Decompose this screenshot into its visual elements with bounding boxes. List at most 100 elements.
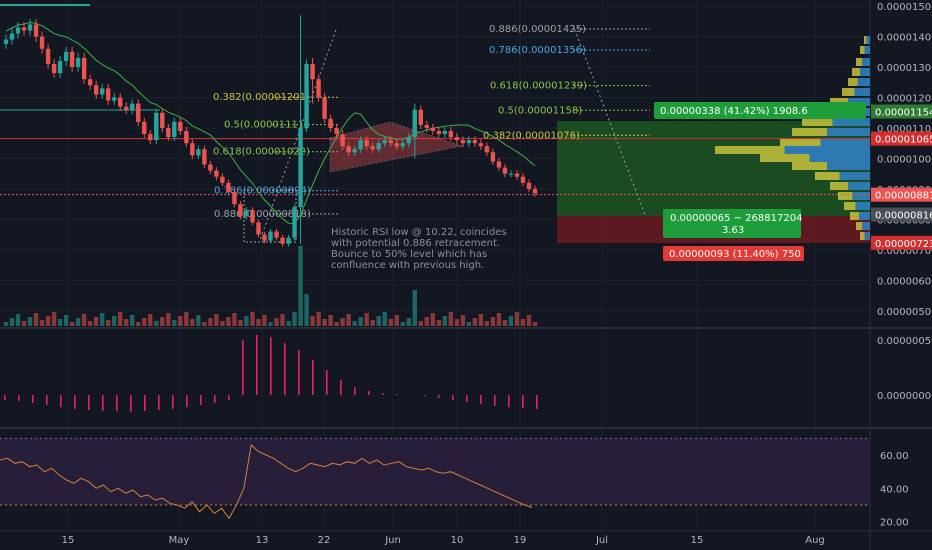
price-tag-1: 0.00001065 — [875, 135, 932, 146]
vp-a-8 — [802, 118, 833, 126]
candle-body-13 — [81, 57, 87, 80]
fib-left-diag — [259, 29, 337, 241]
volume-bar-56 — [340, 318, 345, 326]
volume-bar-68 — [412, 290, 417, 326]
vp-b-8 — [832, 118, 870, 126]
vp-a-4 — [848, 78, 858, 86]
vp-a-1 — [860, 46, 865, 54]
volume-bar-23 — [142, 318, 147, 326]
volume-bar-73 — [442, 316, 448, 326]
candle-body-52 — [316, 79, 321, 98]
candle-body-21 — [130, 103, 135, 110]
vp-a-9 — [792, 128, 828, 136]
candle-body-37 — [226, 182, 231, 192]
candle-body-17 — [105, 88, 111, 101]
price-tag-box-4 — [871, 235, 932, 250]
price-tags: 0.00001154 0.00001065 0.00000881 0.00000816… — [871, 104, 932, 250]
volume-bar-17 — [105, 320, 111, 326]
horizontal-lines — [0, 4, 870, 196]
volume-bar-81 — [490, 317, 496, 326]
vp-a-18 — [850, 212, 859, 220]
volume-bar-36 — [220, 321, 225, 326]
time-tick-5: 10 — [451, 535, 464, 546]
vp-b-9 — [827, 128, 870, 136]
volume-bar-78 — [472, 318, 478, 326]
price-tick-10: 0.00000500 — [877, 307, 932, 318]
hist-bar-7 — [102, 395, 104, 411]
hist-bar-5 — [74, 395, 76, 409]
price-axis[interactable]: 0.00001500 0.00001400 0.00001300 0.00001200… — [877, 2, 932, 529]
volume-bar-18 — [112, 316, 117, 326]
vp-b-14 — [839, 172, 870, 180]
candle-body-73 — [442, 131, 448, 135]
rsi-tick-0: 60.00 — [880, 451, 909, 462]
hist-bar-4 — [60, 395, 62, 407]
volume-bar-4 — [27, 317, 33, 326]
volume-bar-64 — [388, 319, 393, 326]
candle-body-20 — [124, 106, 129, 110]
candle-body-57 — [346, 146, 351, 153]
hist-bar-23 — [326, 370, 328, 395]
candle-body-67 — [406, 137, 411, 144]
volume-bar-85 — [514, 312, 520, 326]
volume-bar-1 — [9, 318, 15, 326]
volume-bar-44 — [268, 322, 273, 326]
candle-body-0 — [3, 39, 9, 44]
candle-body-25 — [154, 112, 159, 141]
hist-tick-0: 0.00000050 — [877, 336, 932, 347]
volume-bar-19 — [118, 312, 123, 326]
candle-body-24 — [148, 134, 153, 141]
volume-bar-87 — [526, 315, 532, 326]
candle-body-12 — [75, 57, 81, 68]
hist-bar-36 — [508, 395, 510, 407]
candle-body-76 — [460, 140, 466, 144]
time-tick-7: Jul — [595, 535, 608, 546]
hist-bar-13 — [186, 395, 188, 407]
hist-bar-27 — [382, 393, 384, 395]
hist-bar-12 — [172, 395, 174, 409]
candle-body-81 — [490, 152, 496, 162]
volume-bar-59 — [358, 317, 363, 326]
volume-bar-51 — [310, 316, 315, 326]
fib-left-label-2: 0.618(0.00001022) — [213, 147, 310, 158]
volume-bar-69 — [418, 321, 423, 326]
candle-body-42 — [256, 222, 261, 235]
ma-line — [5, 21, 536, 225]
profit-tag: 0.00000338 (41.42%) 1908.6 — [660, 106, 808, 117]
volume-bar-0 — [3, 322, 9, 326]
loss-tag: 0.00000093 (11.40%) 750 — [669, 249, 801, 260]
hist-bar-26 — [368, 391, 370, 395]
candle-body-74 — [448, 131, 454, 138]
candle-body-6 — [39, 36, 45, 49]
candle-body-75 — [454, 137, 460, 141]
candle-body-87 — [526, 182, 532, 189]
hist-bar-16 — [228, 395, 230, 400]
price-tag-3: 0.00000816 — [875, 210, 932, 221]
annotation-line-2: with potential 0.886 retracement. — [331, 238, 500, 249]
candle-body-49 — [298, 127, 303, 208]
fib-left-label-4: 0.886(0.00000818) — [214, 209, 311, 220]
fib-right-label-4: 0.382(0.00001076) — [483, 130, 580, 141]
candle-body-31 — [190, 143, 195, 156]
candle-body-51 — [310, 63, 315, 80]
candle-body-33 — [202, 149, 207, 165]
candle-body-28 — [172, 121, 177, 138]
candle-body-9 — [57, 60, 63, 74]
vp-b-20 — [864, 232, 870, 240]
candle-body-23 — [142, 121, 147, 135]
time-tick-1: May — [169, 535, 190, 546]
candle-body-77 — [466, 140, 472, 144]
volume-bar-32 — [196, 315, 201, 326]
candle-body-2 — [15, 27, 21, 34]
hist-bar-37 — [522, 395, 524, 408]
hist-bar-0 — [4, 395, 6, 400]
hist-bar-8 — [116, 395, 118, 411]
volume-bar-76 — [460, 315, 466, 326]
volume-bar-9 — [57, 319, 63, 326]
candle-body-38 — [232, 191, 237, 205]
rsi-tick-1: 40.00 — [880, 484, 909, 495]
fib-left-label-3: 0.786(0.00000894) — [214, 186, 311, 197]
time-axis[interactable]: 15 May 13 22 Jun 10 19 Jul 15 Aug — [62, 535, 825, 546]
volume-bar-88 — [532, 322, 538, 326]
